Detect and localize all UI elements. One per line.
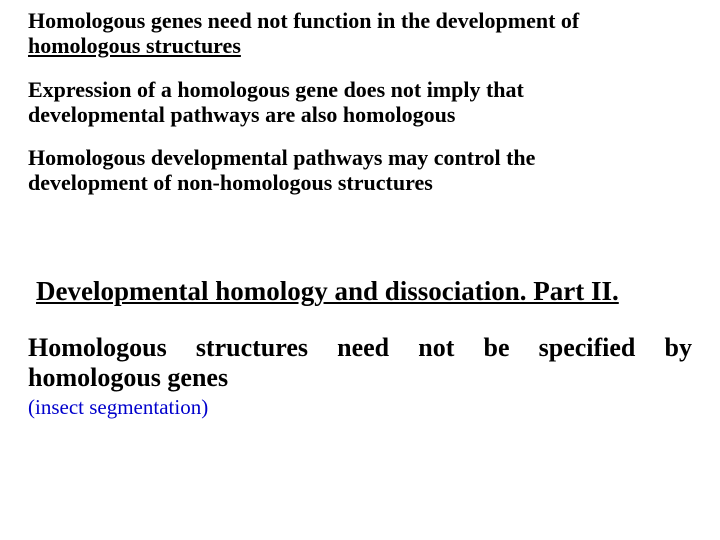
paragraph-2-line-2: developmental pathways are also homologo… bbox=[28, 102, 455, 127]
section-heading: Developmental homology and dissociation.… bbox=[36, 276, 692, 307]
paragraph-3-line-2: development of non-homologous structures bbox=[28, 170, 433, 195]
paragraph-1-line-1: Homologous genes need not function in th… bbox=[28, 8, 579, 33]
paragraph-3: Homologous developmental pathways may co… bbox=[28, 145, 692, 196]
paragraph-3-line-1: Homologous developmental pathways may co… bbox=[28, 145, 535, 170]
subheading-line-2: homologous genes bbox=[28, 363, 692, 393]
subheading-line-1: Homologous structures need not be specif… bbox=[28, 333, 692, 364]
note-text: (insect segmentation) bbox=[28, 395, 692, 420]
paragraph-1: Homologous genes need not function in th… bbox=[28, 8, 692, 59]
paragraph-1-line-2: homologous structures bbox=[28, 33, 241, 58]
paragraph-2-line-1: Expression of a homologous gene does not… bbox=[28, 77, 524, 102]
subheading: Homologous structures need not be specif… bbox=[28, 333, 692, 394]
slide-container: Homologous genes need not function in th… bbox=[0, 0, 720, 540]
paragraph-2: Expression of a homologous gene does not… bbox=[28, 77, 692, 128]
